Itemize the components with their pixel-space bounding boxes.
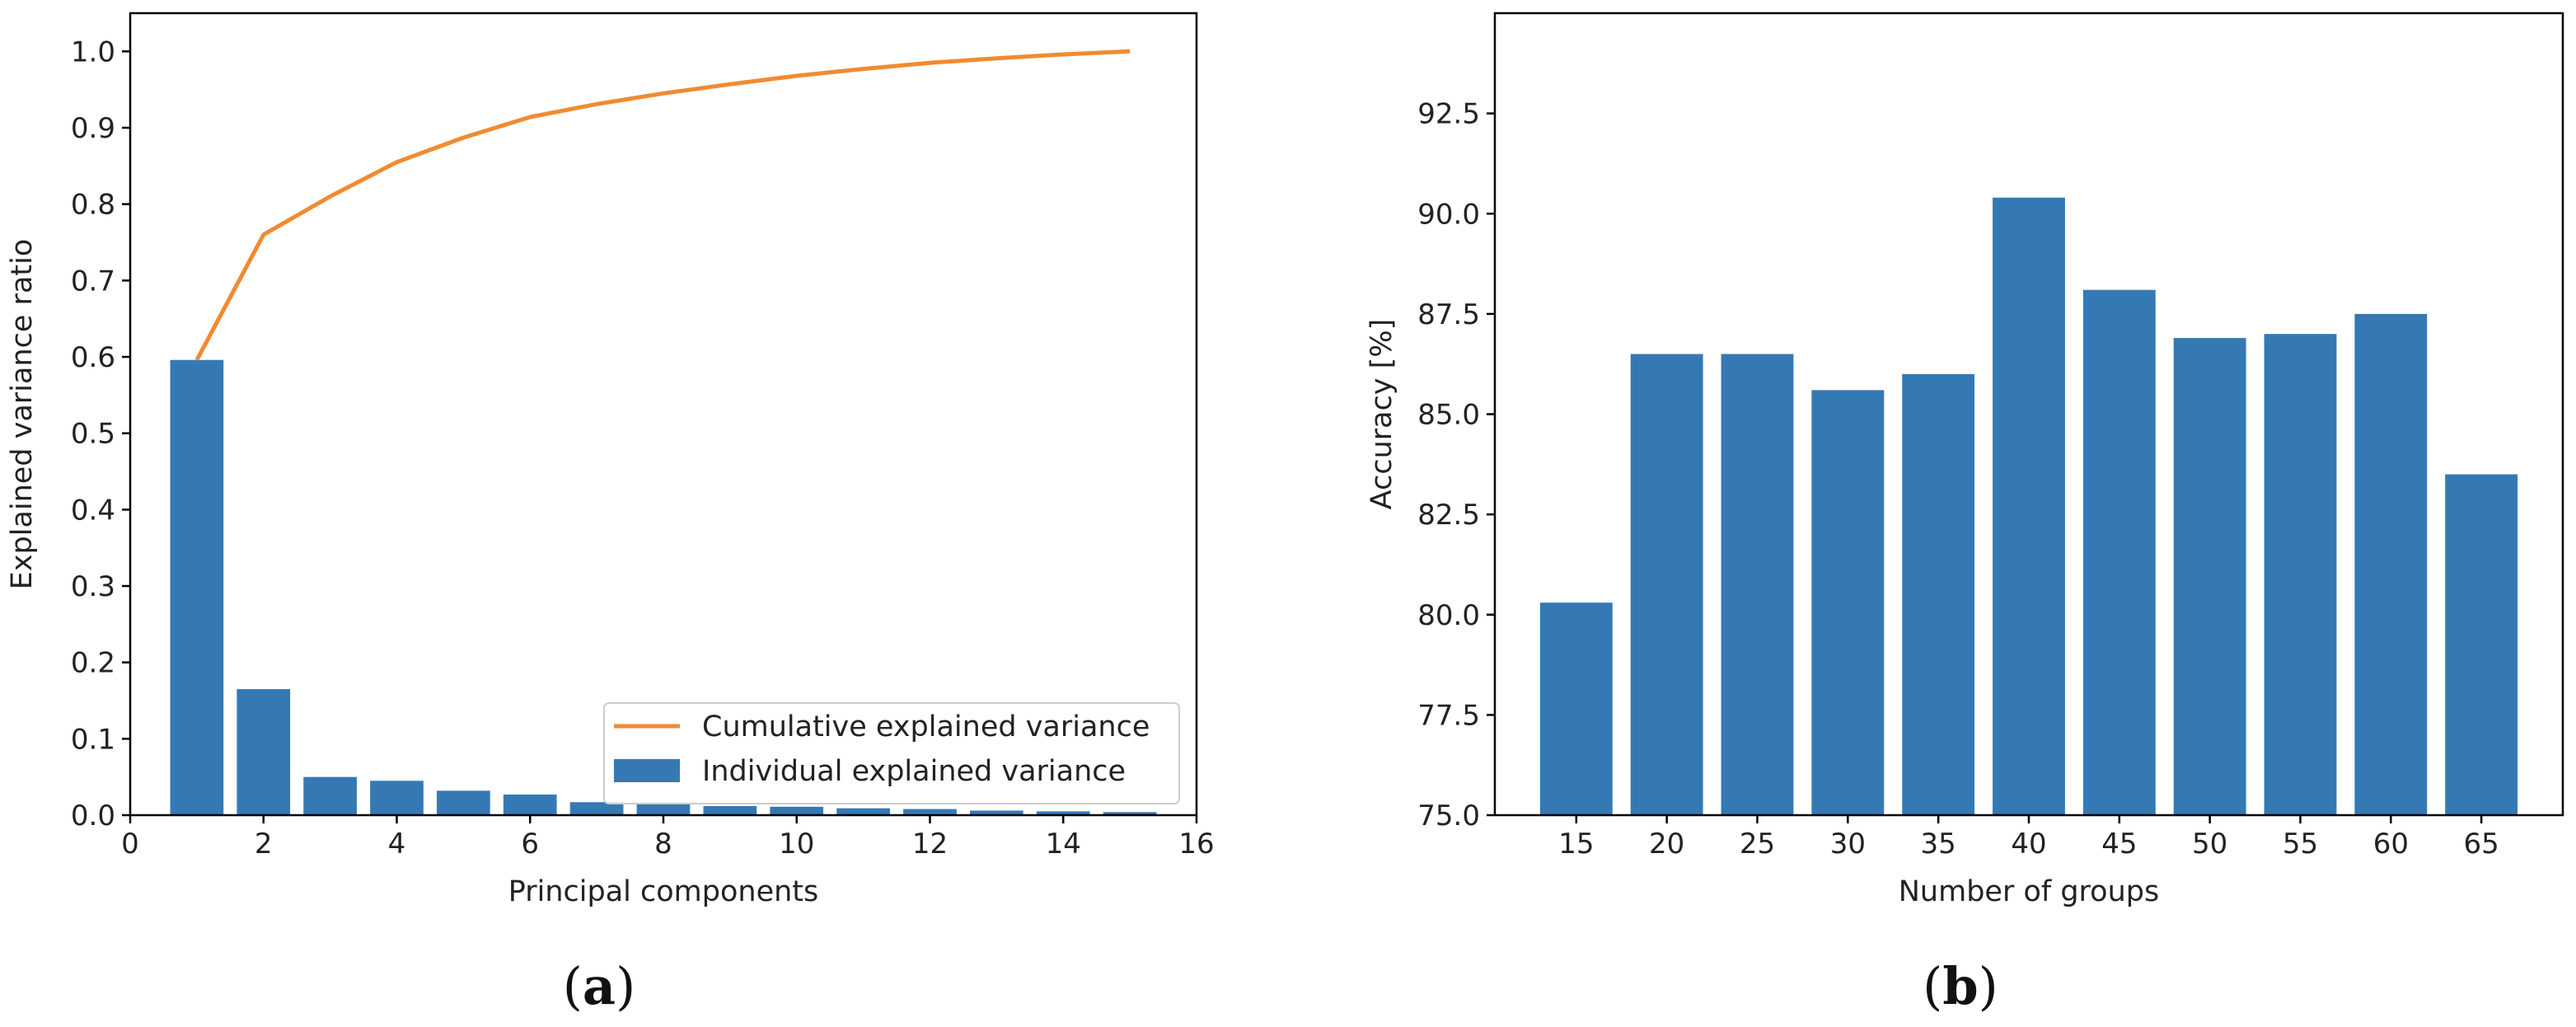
x-tick-label-a: 8 (654, 828, 672, 861)
y-tick-label-a: 0.7 (71, 265, 115, 298)
plot-frame-a (129, 12, 1198, 817)
bar-b-35 (1902, 373, 1975, 816)
bars-individual-variance (170, 359, 1157, 815)
x-axis-label-a: Principal components (508, 875, 819, 908)
bar-b-20 (1630, 354, 1703, 815)
y-tick-label-b: 92.5 (1417, 98, 1480, 131)
bar-a-8 (636, 804, 691, 815)
x-tick-label-b: 60 (2373, 828, 2409, 861)
bar-a-14 (1036, 811, 1090, 815)
bar-a-9 (703, 805, 757, 815)
x-tick-label-a: 6 (521, 828, 539, 861)
bar-b-50 (2173, 338, 2246, 815)
x-tick-label-a: 16 (1178, 828, 1214, 861)
x-tick-label-b: 25 (1740, 828, 1775, 861)
bar-a-15 (1103, 812, 1157, 815)
bar-b-15 (1539, 603, 1613, 815)
bar-a-7 (569, 802, 624, 815)
x-tick-label-a: 14 (1046, 828, 1081, 861)
bar-b-40 (1993, 197, 2065, 816)
legend-box (603, 702, 1180, 804)
chart-a: 0 2 4 6 8 10 12 14 16 0.00.10.20.30.40.50.60.70.… (6, 12, 1215, 908)
x-ticks-b: 15 20 25 30 35 40 45 50 55 60 65 (1558, 815, 2499, 861)
legend-bar-swatch (614, 759, 680, 782)
x-tick-label-b: 65 (2464, 828, 2499, 861)
bar-a-11 (836, 808, 890, 815)
y-tick-label-b: 80.0 (1417, 599, 1480, 632)
y-tick-label-b: 90.0 (1417, 198, 1480, 231)
y-tick-label-a: 0.0 (71, 800, 115, 832)
y-tick-label-a: 0.6 (71, 341, 115, 374)
panel-label-a: (a) (563, 956, 636, 1016)
bars-accuracy (1539, 197, 2518, 816)
bar-a-1 (170, 359, 224, 815)
chart-b: 15 20 25 30 35 40 45 50 55 60 65 75.0 77.5 80.0 82.5 8… (1365, 12, 2564, 908)
bar-a-13 (970, 810, 1023, 815)
line-cumulative-variance (194, 49, 1131, 361)
x-tick-label-a: 0 (121, 828, 139, 861)
y-axis-label-a: Explained variance ratio (6, 239, 39, 590)
x-tick-label-b: 20 (1649, 828, 1684, 861)
x-tick-label-b: 40 (2011, 828, 2046, 861)
legend-label-cumulative: Cumulative explained variance (702, 710, 1150, 743)
y-ticks-a: 0.0 0.1 0.2 0.3 0.4 0.5 0.6 0.7 0.8 0.9 1.0 (71, 35, 130, 832)
bar-b-65 (2445, 474, 2518, 815)
bar-a-4 (370, 781, 424, 815)
y-tick-label-a: 0.1 (71, 723, 115, 756)
y-tick-label-b: 87.5 (1417, 298, 1480, 331)
bar-a-5 (437, 790, 490, 815)
x-tick-label-b: 15 (1558, 828, 1594, 861)
y-tick-label-b: 75.0 (1417, 800, 1480, 832)
legend-a: Cumulative explained variance Individual… (603, 702, 1180, 804)
y-tick-label-a: 0.5 (71, 418, 115, 451)
x-tick-label-b: 35 (1921, 828, 1956, 861)
y-axis-label-b: Accuracy [%] (1365, 319, 1398, 509)
x-tick-label-a: 12 (912, 828, 948, 861)
y-ticks-b: 75.0 77.5 80.0 82.5 85.0 87.5 90.0 92.5 (1417, 98, 1495, 832)
y-tick-label-a: 0.8 (71, 189, 115, 222)
x-tick-label-b: 55 (2283, 828, 2318, 861)
y-tick-label-b: 82.5 (1417, 499, 1480, 532)
bar-b-45 (2082, 289, 2156, 815)
x-axis-label-b: Number of groups (1899, 875, 2159, 908)
legend-label-individual: Individual explained variance (702, 755, 1126, 788)
bar-a-3 (303, 776, 357, 815)
x-tick-label-a: 2 (255, 828, 273, 861)
y-tick-label-b: 77.5 (1417, 699, 1480, 732)
y-tick-label-a: 0.2 (71, 647, 115, 680)
x-tick-label-b: 45 (2101, 828, 2137, 861)
bar-b-60 (2354, 313, 2428, 815)
y-tick-label-a: 1.0 (71, 35, 115, 68)
bar-b-30 (1811, 390, 1885, 815)
bar-a-6 (503, 794, 557, 815)
x-tick-label-a: 10 (779, 828, 814, 861)
x-tick-label-b: 50 (2192, 828, 2227, 861)
bar-b-25 (1721, 354, 1794, 815)
panel-label-b: (b) (1923, 956, 1998, 1016)
bar-a-10 (770, 806, 824, 815)
y-tick-label-b: 85.0 (1417, 399, 1480, 432)
x-tick-label-b: 30 (1830, 828, 1866, 861)
y-tick-label-a: 0.9 (71, 112, 115, 145)
bar-a-2 (237, 689, 291, 815)
x-tick-label-a: 4 (388, 828, 406, 861)
y-tick-label-a: 0.4 (71, 494, 115, 527)
x-ticks-a: 0 2 4 6 8 10 12 14 16 (121, 815, 1215, 861)
bar-a-12 (903, 809, 957, 815)
y-tick-label-a: 0.3 (71, 570, 115, 603)
bar-b-55 (2264, 334, 2337, 815)
